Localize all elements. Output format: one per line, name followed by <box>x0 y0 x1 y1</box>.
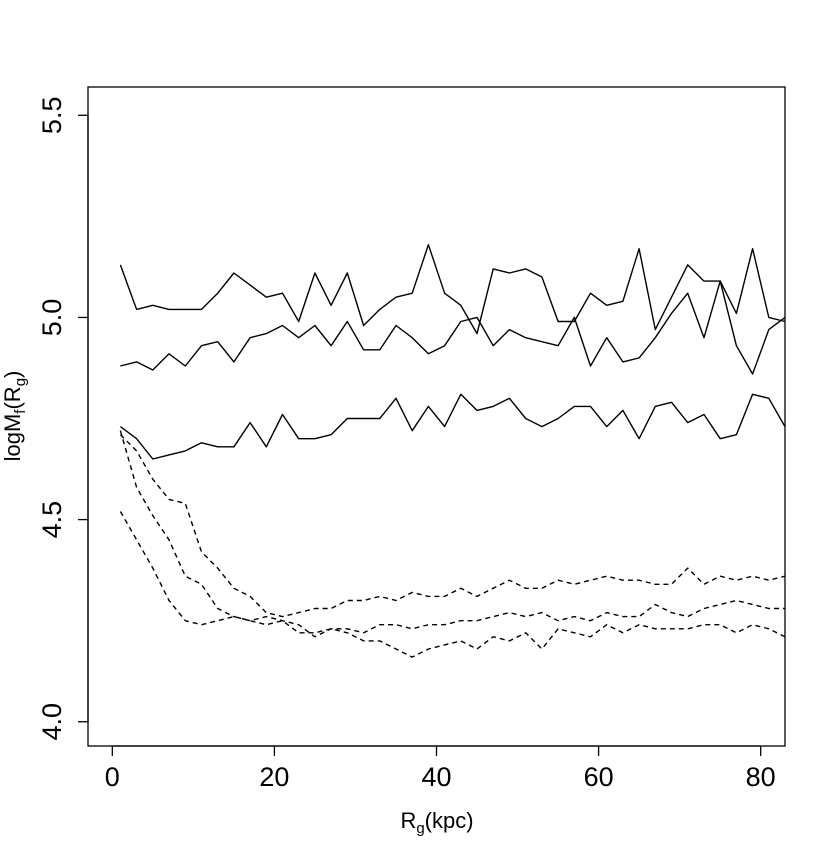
series-line-2 <box>120 280 786 375</box>
series-line-5 <box>119 430 786 658</box>
y-tick-label: 4.0 <box>37 703 67 741</box>
x-tick-label: 80 <box>746 762 776 792</box>
x-tick-label: 60 <box>584 762 614 792</box>
x-axis: 0 20 40 60 80 <box>105 745 776 792</box>
y-tick-label: 5.5 <box>37 97 67 135</box>
y-axis: 4.0 4.5 5.0 5.5 <box>37 97 89 741</box>
series-line-6 <box>119 511 785 638</box>
x-tick-label: 20 <box>259 762 289 792</box>
series-layer <box>119 243 786 658</box>
x-tick-label: 0 <box>105 762 120 792</box>
y-axis-title: logMf(Rg) <box>0 371 29 462</box>
x-tick-label: 40 <box>421 762 451 792</box>
series-line-3 <box>119 393 786 460</box>
y-tick-label: 5.0 <box>37 299 67 337</box>
x-axis-title: Rg(kpc) <box>400 808 473 837</box>
series-line-4 <box>119 434 786 618</box>
series-line-1 <box>119 243 786 335</box>
y-tick-label: 4.5 <box>37 501 67 539</box>
